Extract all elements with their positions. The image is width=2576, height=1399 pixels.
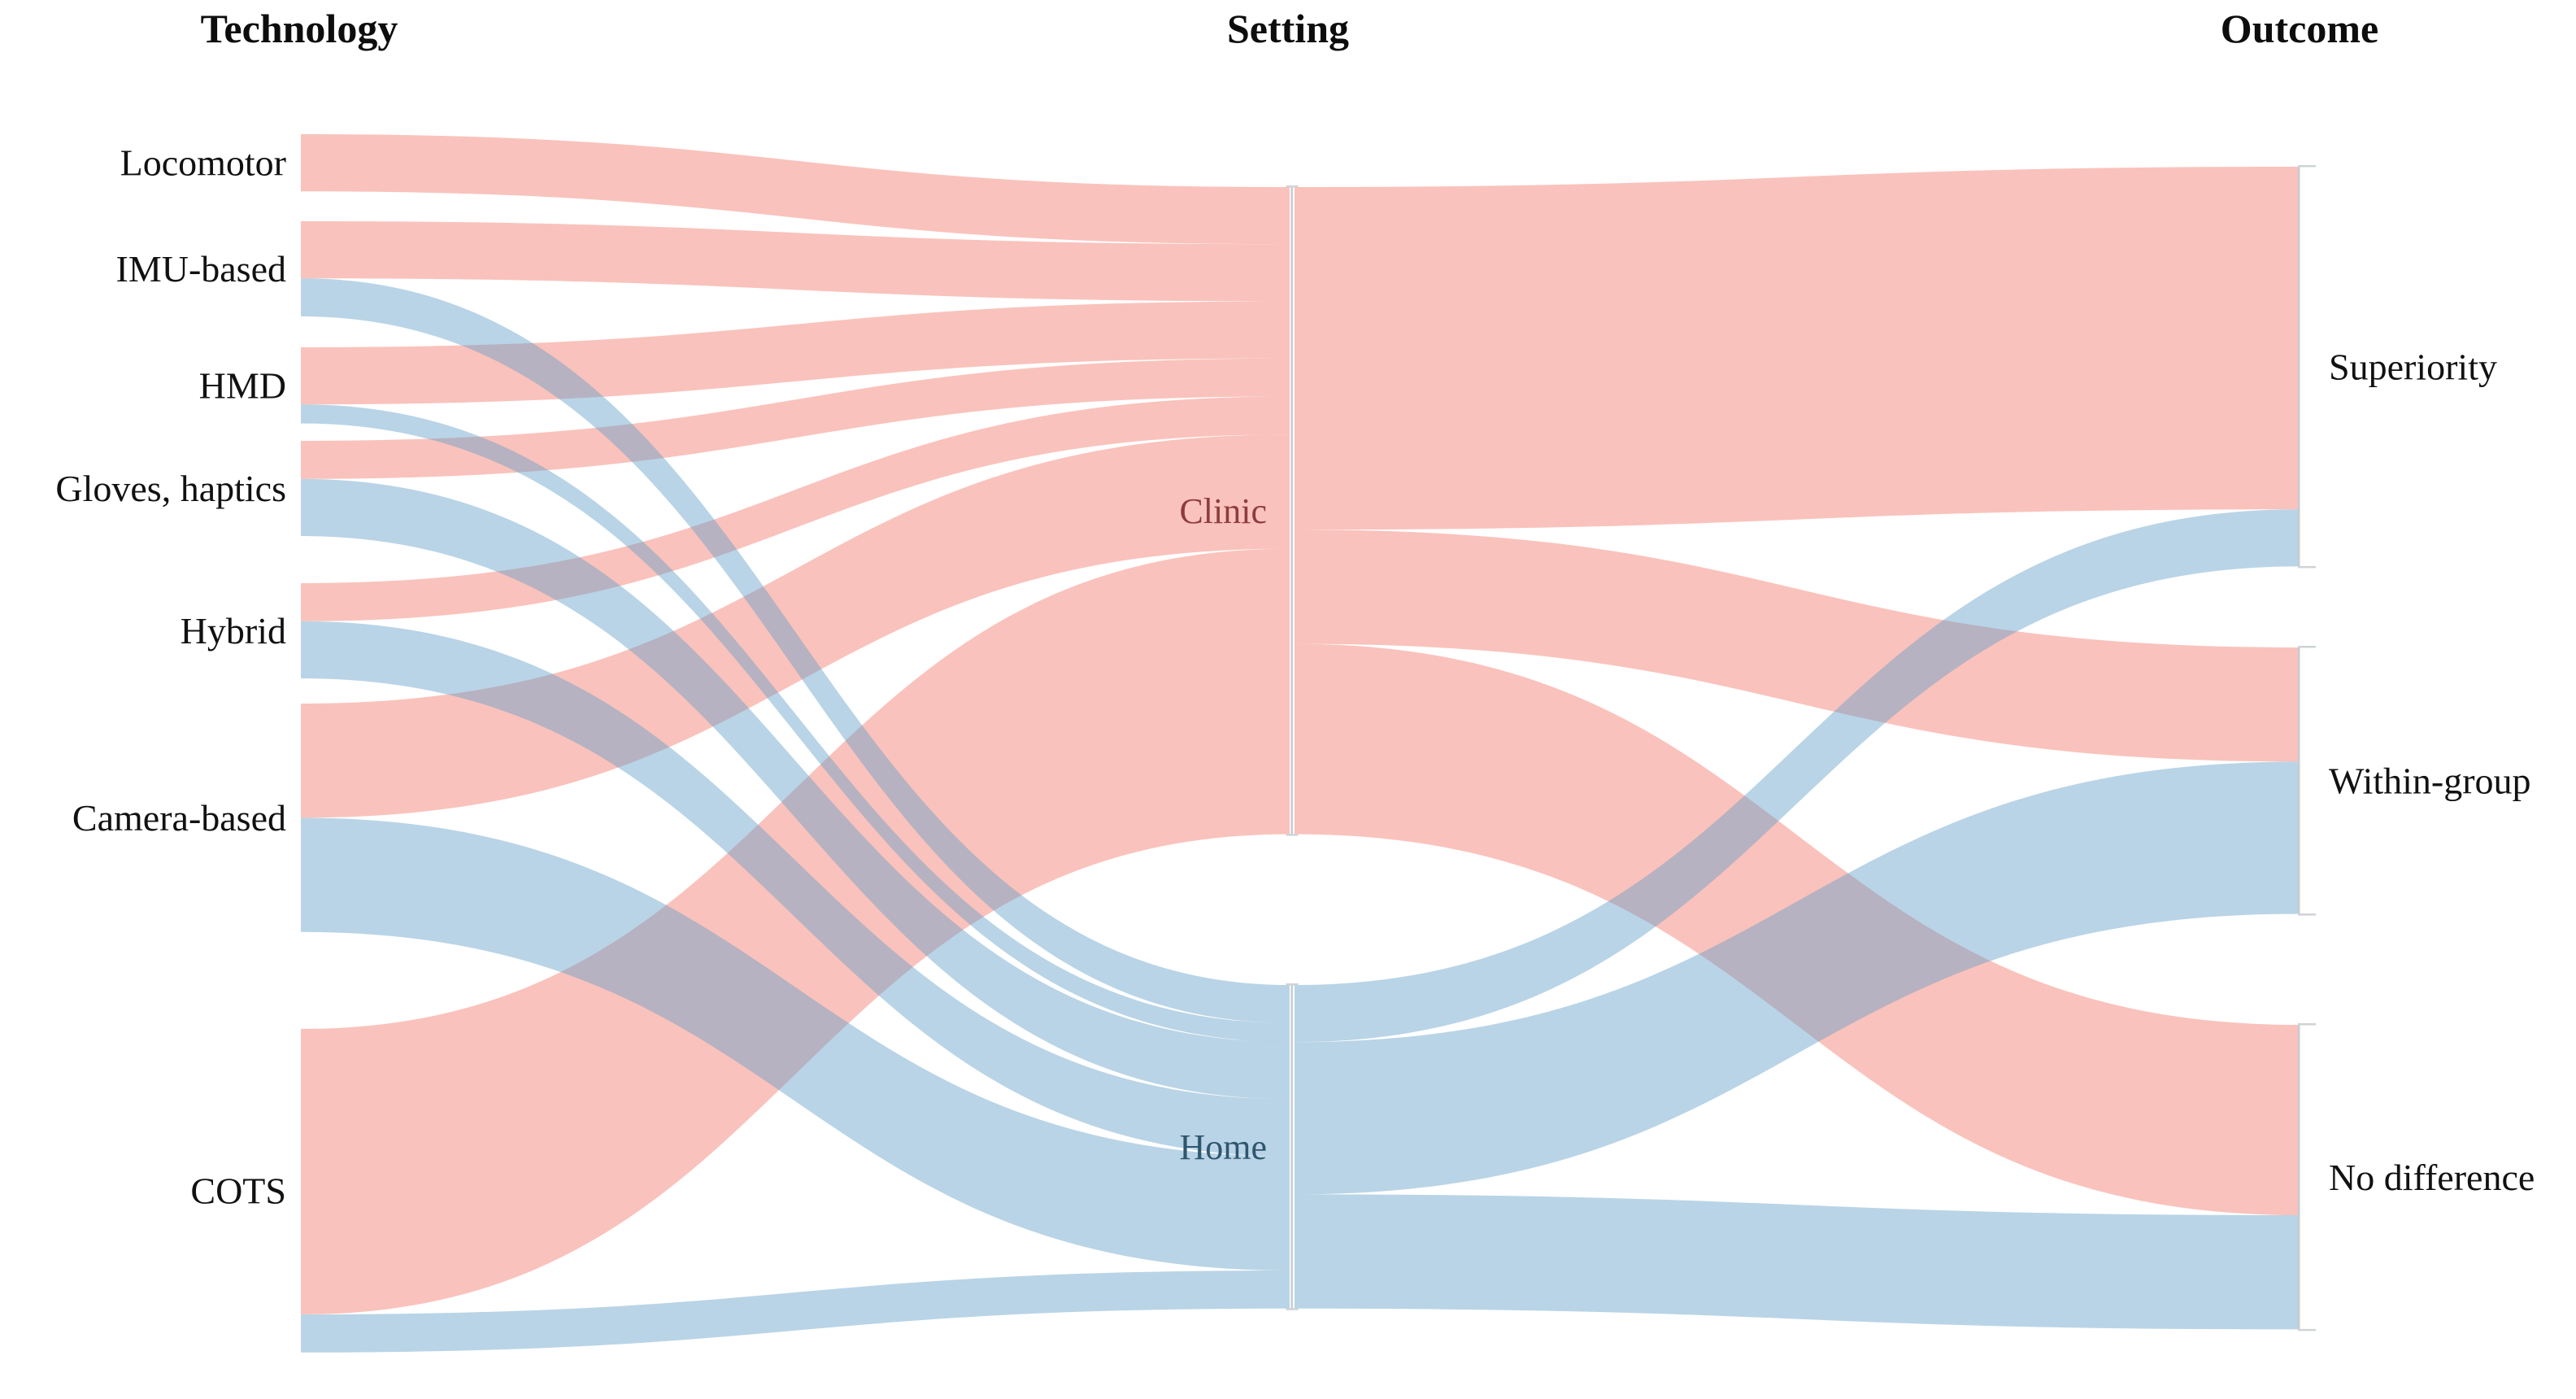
node-tick-bottom-within-group [2298,913,2316,916]
node-tick-top-superiority [2298,165,2316,168]
node-tick-top-within-group [2298,646,2316,648]
flow-home-within-group [1295,761,2298,1195]
node-tick-bottom-home [1286,1308,1299,1310]
flow-cots-clinic [301,548,1290,1314]
flow-hybrid-home [301,621,1290,1157]
column-title-technology: Technology [200,6,398,51]
node-bar-clinic [1290,187,1293,835]
node-label-locomotor: Locomotor [120,142,286,184]
flow-clinic-superiority [1295,167,2298,530]
node-bar-home [1290,985,1293,1309]
flow-gloves-haptics-home [301,478,1290,1100]
node-tick-bottom-no-difference [2298,1328,2316,1331]
node-label-imu-based: IMU-based [116,248,287,290]
node-label-hmd: HMD [199,364,286,406]
column-title-outcome: Outcome [2220,6,2379,51]
node-tick-top-clinic [1286,185,1299,188]
column-title-setting: Setting [1227,6,1349,51]
node-label-hybrid: Hybrid [181,610,286,652]
node-bar-within-group [2298,647,2300,914]
flow-camera-based-clinic [301,434,1290,818]
node-label-home: Home [1179,1127,1267,1167]
flow-gloves-haptics-clinic [301,358,1290,479]
flow-locomotor-clinic [301,134,1290,245]
flow-clinic-no-difference [1295,643,2298,1215]
node-tick-top-home [1286,983,1299,986]
node-label-superiority: Superiority [2329,346,2497,387]
node-label-gloves-haptics: Gloves, haptics [55,468,286,509]
flow-home-superiority [1295,509,2298,1043]
flow-camera-based-home [301,817,1290,1270]
flow-hmd-clinic [301,301,1290,405]
node-tick-bottom-superiority [2298,565,2316,569]
flow-cots-home [301,1270,1290,1353]
node-label-no-difference: No difference [2329,1157,2535,1198]
node-bar-no-difference [2298,1025,2300,1330]
node-tick-bottom-clinic [1286,834,1299,836]
node-label-camera-based: Camera-based [72,797,286,839]
node-label-cots: COTS [190,1170,286,1212]
node-tick-top-no-difference [2298,1023,2316,1026]
node-label-clinic: Clinic [1179,491,1267,531]
flow-hmd-home [301,404,1290,1043]
flow-imu-based-clinic [301,221,1290,302]
flow-home-no-difference [1295,1194,2298,1330]
flow-imu-based-home [301,278,1290,1023]
node-label-within-group: Within-group [2329,760,2531,801]
flow-clinic-within-group [1295,530,2298,762]
flow-hybrid-clinic [301,396,1290,621]
node-bar-superiority [2298,167,2300,567]
